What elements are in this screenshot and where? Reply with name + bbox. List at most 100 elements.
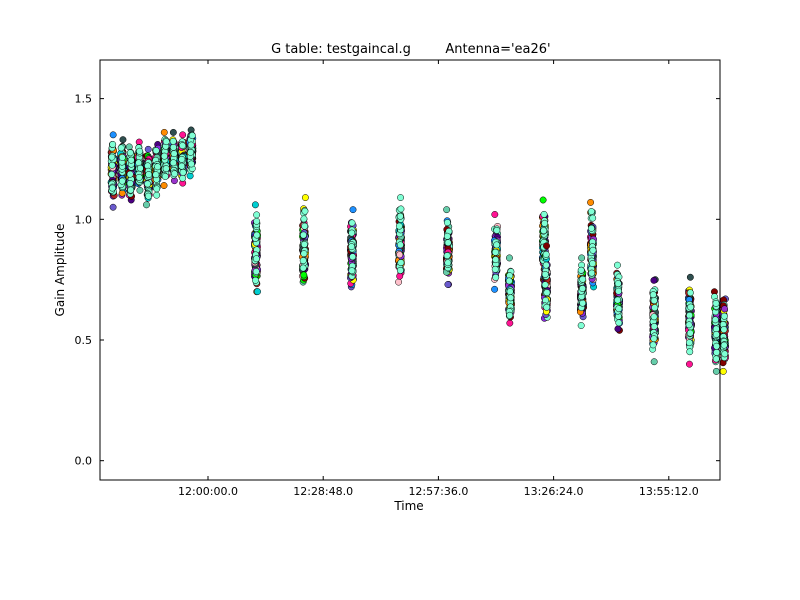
data-point: [108, 153, 116, 161]
data-point: [126, 149, 134, 157]
data-point: [492, 256, 500, 264]
y-tick-label: 1.5: [75, 93, 93, 106]
data-point: [444, 239, 452, 247]
data-point: [589, 260, 596, 268]
data-point: [712, 331, 720, 338]
data-point: [251, 201, 259, 209]
data-point: [136, 164, 144, 172]
data-point: [712, 355, 720, 363]
data-point: [589, 246, 597, 254]
y-axis-label: Gain Amplitude: [53, 224, 67, 317]
data-point: [650, 358, 658, 366]
data-point: [179, 142, 186, 150]
data-point: [507, 294, 515, 302]
data-point: [506, 288, 514, 296]
data-point: [443, 219, 451, 227]
data-point: [614, 325, 622, 333]
data-point: [187, 141, 195, 149]
data-point: [587, 198, 595, 206]
data-point: [443, 232, 451, 240]
data-points: [107, 126, 730, 375]
data-point: [109, 140, 117, 148]
data-point: [348, 229, 356, 237]
data-point: [300, 250, 308, 258]
data-point: [300, 231, 307, 239]
data-point: [506, 319, 514, 327]
data-point: [686, 289, 694, 297]
data-point: [541, 281, 549, 289]
data-point: [579, 275, 587, 283]
data-point: [579, 285, 586, 293]
data-point: [178, 155, 186, 163]
x-tick-label: 12:57:36.0: [408, 485, 468, 498]
data-point: [649, 291, 657, 299]
data-point: [126, 170, 134, 178]
data-point: [542, 250, 550, 258]
data-point: [491, 285, 499, 293]
data-point: [300, 215, 308, 223]
data-point: [161, 173, 169, 180]
data-point: [493, 226, 501, 234]
data-point: [719, 367, 727, 375]
data-point: [721, 305, 729, 313]
data-point: [144, 145, 152, 153]
data-point: [144, 192, 152, 200]
data-point: [118, 177, 126, 185]
data-point: [136, 147, 144, 155]
data-point: [650, 323, 658, 330]
data-point: [396, 251, 404, 259]
data-point: [492, 273, 500, 281]
data-point: [118, 154, 126, 161]
data-point: [615, 287, 622, 295]
data-point: [162, 165, 170, 173]
data-point: [300, 271, 308, 279]
data-point: [301, 194, 309, 202]
data-point: [143, 201, 150, 209]
data-point: [540, 210, 548, 218]
data-point: [396, 266, 404, 274]
data-point: [615, 319, 623, 327]
data-point: [685, 339, 693, 347]
data-point: [491, 265, 499, 273]
data-point: [144, 180, 152, 188]
data-point: [687, 303, 695, 311]
data-point: [395, 222, 403, 230]
data-point: [178, 162, 186, 170]
data-point: [301, 222, 309, 230]
data-point: [186, 172, 194, 180]
data-point: [152, 171, 160, 179]
data-point: [650, 335, 658, 343]
data-point: [614, 261, 621, 269]
data-point: [587, 224, 595, 232]
data-point: [299, 257, 307, 265]
data-point: [171, 170, 179, 178]
data-point: [179, 174, 187, 182]
data-point: [505, 254, 513, 262]
data-point: [252, 268, 260, 275]
data-point: [720, 326, 728, 333]
data-point: [119, 136, 127, 144]
data-point: [301, 207, 309, 215]
data-point: [169, 137, 177, 145]
data-point: [588, 269, 596, 277]
data-point: [136, 186, 144, 194]
data-point: [396, 272, 404, 280]
data-point: [135, 173, 143, 181]
data-point: [721, 350, 729, 358]
y-tick-label: 0.5: [75, 334, 93, 347]
data-point: [188, 132, 196, 140]
data-point: [615, 305, 623, 313]
data-point: [397, 205, 405, 213]
data-point: [162, 138, 170, 146]
data-point: [720, 312, 728, 320]
data-point: [713, 342, 720, 350]
data-point: [349, 253, 357, 261]
data-point: [614, 296, 622, 304]
data-point: [160, 182, 168, 189]
data-point: [179, 131, 187, 139]
data-point: [505, 277, 513, 285]
data-point: [187, 160, 195, 168]
x-tick-label: 13:26:24.0: [524, 485, 584, 498]
data-point: [685, 360, 693, 368]
